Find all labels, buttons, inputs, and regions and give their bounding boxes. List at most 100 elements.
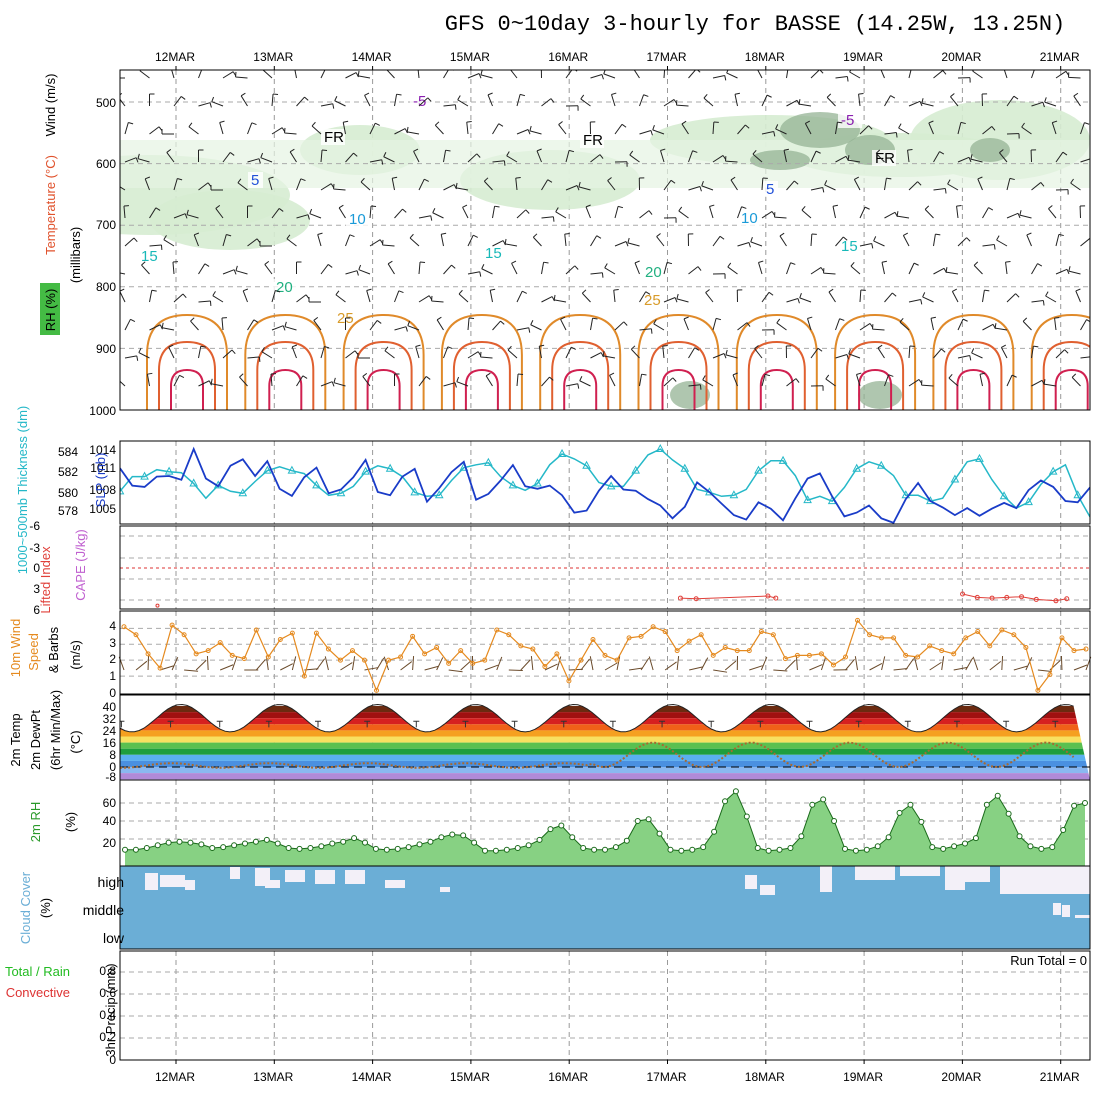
wind10-barb xyxy=(881,656,886,671)
rh2m-marker xyxy=(482,847,488,854)
upper-wind-barb-flag xyxy=(1037,263,1043,267)
upper-wind-barb xyxy=(1080,319,1087,331)
wind10-barb xyxy=(255,659,266,671)
upper-wind-barb xyxy=(639,94,645,107)
upper-wind-barb-flag xyxy=(177,177,183,181)
y-tick-label: 40 xyxy=(103,700,117,714)
upper-wind-barb-flag xyxy=(973,261,979,266)
upper-wind-barb xyxy=(384,350,395,359)
upper-wind-barb xyxy=(877,347,885,359)
wind10-barb xyxy=(1001,655,1004,671)
upper-wind-barb-flag xyxy=(942,70,947,75)
y-tick-label: 900 xyxy=(96,342,116,356)
cloud-clear-cell xyxy=(1000,866,1090,894)
y-tick-label: 20 xyxy=(103,836,117,850)
upper-wind-barb-flag xyxy=(935,233,941,236)
upper-wind-barb xyxy=(222,234,227,247)
upper-wind-barb xyxy=(908,100,921,107)
upper-wind-barb xyxy=(432,212,444,219)
upper-wind-barb-flag xyxy=(1092,357,1093,362)
rh2m-marker xyxy=(351,835,358,842)
upper-wind-barb xyxy=(1031,263,1038,275)
low-level-temp-loop xyxy=(956,368,991,410)
date-label-bottom: 13MAR xyxy=(253,1070,293,1084)
upper-wind-barb-flag xyxy=(880,65,885,67)
wind10-marker xyxy=(698,632,704,638)
upper-wind-barb-flag xyxy=(536,148,542,152)
upper-wind-barb xyxy=(810,347,819,359)
upper-wind-barb-flag xyxy=(168,344,174,348)
upper-wind-barb-flag xyxy=(574,70,578,72)
upper-wind-barb xyxy=(149,126,160,135)
upper-wind-barb xyxy=(173,213,186,219)
contour-label-bg xyxy=(410,93,434,109)
upper-wind-barb xyxy=(443,150,447,163)
upper-wind-barb-flag xyxy=(568,149,575,153)
thickness-marker xyxy=(533,478,542,487)
y-tick-label: 3 xyxy=(109,636,116,650)
upper-wind-barb xyxy=(712,353,725,359)
upper-wind-barb-flag xyxy=(358,264,362,270)
upper-wind-barb xyxy=(828,291,836,303)
upper-wind-barb xyxy=(799,297,812,303)
upper-wind-barb xyxy=(565,346,572,359)
upper-wind-barb-flag xyxy=(930,316,936,319)
upper-wind-barb-flag xyxy=(115,179,118,183)
upper-wind-barb-flag xyxy=(204,263,210,267)
upper-wind-barb xyxy=(663,70,666,79)
upper-wind-barb-flag xyxy=(522,290,527,294)
rh2m-marker xyxy=(416,841,423,848)
upper-wind-barb-flag xyxy=(795,378,800,383)
upper-wind-barb-flag xyxy=(703,94,708,99)
upper-wind-barb-flag xyxy=(453,184,457,190)
upper-wind-barb xyxy=(492,206,496,219)
upper-wind-barb xyxy=(320,103,333,107)
upper-wind-barb xyxy=(761,94,768,107)
upper-wind-barb xyxy=(977,178,983,191)
y-tick-label: 1011 xyxy=(90,461,116,475)
upper-wind-barb xyxy=(198,263,206,275)
upper-wind-barb xyxy=(928,122,934,135)
upper-wind-barb xyxy=(221,318,224,331)
upper-wind-barb-flag xyxy=(261,347,265,352)
upper-wind-barb xyxy=(124,157,137,163)
thickness-marker xyxy=(582,460,591,469)
upper-wind-barb xyxy=(296,178,302,191)
upper-wind-barb-flag xyxy=(641,373,647,376)
thickness-marker xyxy=(557,448,567,457)
wind10-barb xyxy=(905,658,915,671)
wind10-barb xyxy=(1025,657,1033,671)
wind10-marker xyxy=(434,644,440,650)
upper-wind-barb-flag xyxy=(758,260,764,264)
upper-wind-barb xyxy=(881,262,885,275)
thickness-marker xyxy=(1024,497,1033,506)
rh2m-marker xyxy=(1060,827,1067,833)
rh2m-marker xyxy=(896,809,903,816)
rh2m-marker xyxy=(307,845,314,851)
wind10-barb xyxy=(580,658,590,671)
upper-wind-barb-flag xyxy=(292,344,298,348)
upper-wind-barb xyxy=(1055,234,1060,247)
wind10-speed-line xyxy=(123,619,1087,693)
upper-wind-barb-flag xyxy=(727,262,732,268)
upper-wind-barb-flag xyxy=(764,373,771,377)
upper-wind-barb-flag xyxy=(970,154,973,160)
upper-wind-barb-flag xyxy=(331,381,335,387)
thickness-marker xyxy=(606,481,616,490)
upper-wind-barb-flag xyxy=(805,120,811,124)
upper-wind-barb xyxy=(884,211,896,219)
upper-wind-barb xyxy=(604,267,616,275)
upper-wind-barb-flag xyxy=(130,318,136,323)
y-tick-label: 4 xyxy=(109,619,116,633)
rh2m-marker xyxy=(700,844,707,851)
contour-label: FR xyxy=(583,132,603,149)
date-label-top: 14MAR xyxy=(352,50,392,64)
upper-wind-barb xyxy=(775,128,787,135)
rh-legend-swatch xyxy=(40,283,60,335)
rh2m-marker xyxy=(602,846,608,853)
upper-wind-barb xyxy=(394,208,403,219)
upper-wind-barb xyxy=(639,328,652,331)
upper-wind-barb-flag xyxy=(480,70,483,76)
upper-wind-barb-flag xyxy=(136,355,139,361)
upper-wind-barb xyxy=(480,356,493,359)
